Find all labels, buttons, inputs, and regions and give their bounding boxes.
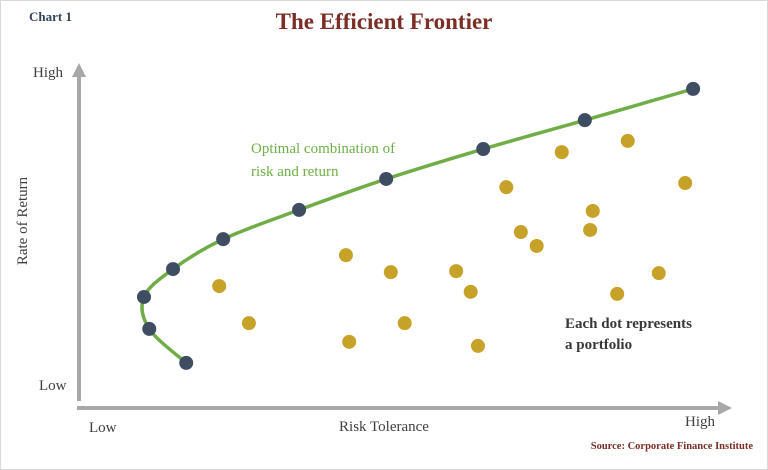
dot-annotation-line1: Each dot represents — [565, 316, 692, 332]
x-axis-low-label: Low — [89, 420, 117, 436]
optimal-annotation-line2: risk and return — [251, 164, 339, 181]
dot-annotation-line2: a portfolio — [565, 337, 633, 353]
source-attribution: Source: Corporate Finance Institute — [590, 441, 753, 452]
frontier-point — [379, 171, 394, 186]
series-layer — [136, 81, 701, 370]
frontier-point — [179, 355, 194, 370]
portfolio-dot — [463, 284, 478, 299]
frontier-point — [577, 113, 592, 128]
portfolio-dot — [554, 145, 569, 160]
portfolio-dot — [513, 225, 528, 240]
portfolio-dot — [678, 176, 693, 191]
portfolio-dot — [338, 248, 353, 263]
frontier-point — [136, 289, 151, 304]
y-axis-low-label: Low — [39, 378, 67, 394]
portfolio-dot — [651, 266, 666, 281]
portfolio-dot — [342, 334, 357, 349]
portfolio-dot — [620, 133, 635, 148]
portfolio-dot — [449, 264, 464, 279]
chart-title: The Efficient Frontier — [275, 9, 493, 34]
portfolio-dot — [212, 279, 227, 294]
portfolio-dot — [583, 222, 598, 237]
portfolio-dot-annotation: Each dot represents a portfolio — [565, 314, 692, 356]
x-axis-high-label: High — [685, 414, 715, 430]
frontier-point — [142, 321, 157, 336]
chart-number-label: Chart 1 — [29, 9, 72, 24]
optimal-combination-annotation: Optimal combination of risk and return — [251, 138, 395, 185]
y-axis-high-label: High — [33, 65, 63, 81]
portfolio-dot — [397, 316, 412, 331]
portfolio-dot — [241, 316, 256, 331]
portfolio-dot — [610, 286, 625, 301]
portfolio-dot — [499, 180, 514, 195]
frontier-point — [292, 202, 307, 217]
portfolio-dot — [470, 338, 485, 353]
frontier-point — [166, 262, 181, 277]
frontier-point — [686, 81, 701, 96]
portfolio-dot — [529, 238, 544, 253]
frontier-point — [216, 232, 231, 247]
y-axis-arrowhead — [72, 63, 86, 77]
x-axis-arrowhead — [718, 401, 732, 415]
y-axis-title: Rate of Return — [15, 176, 31, 266]
frontier-point — [476, 142, 491, 157]
portfolio-dot — [585, 203, 600, 218]
portfolio-dot — [383, 265, 398, 280]
x-axis-title: Risk Tolerance — [339, 419, 429, 435]
optimal-annotation-line1: Optimal combination of — [251, 141, 396, 157]
